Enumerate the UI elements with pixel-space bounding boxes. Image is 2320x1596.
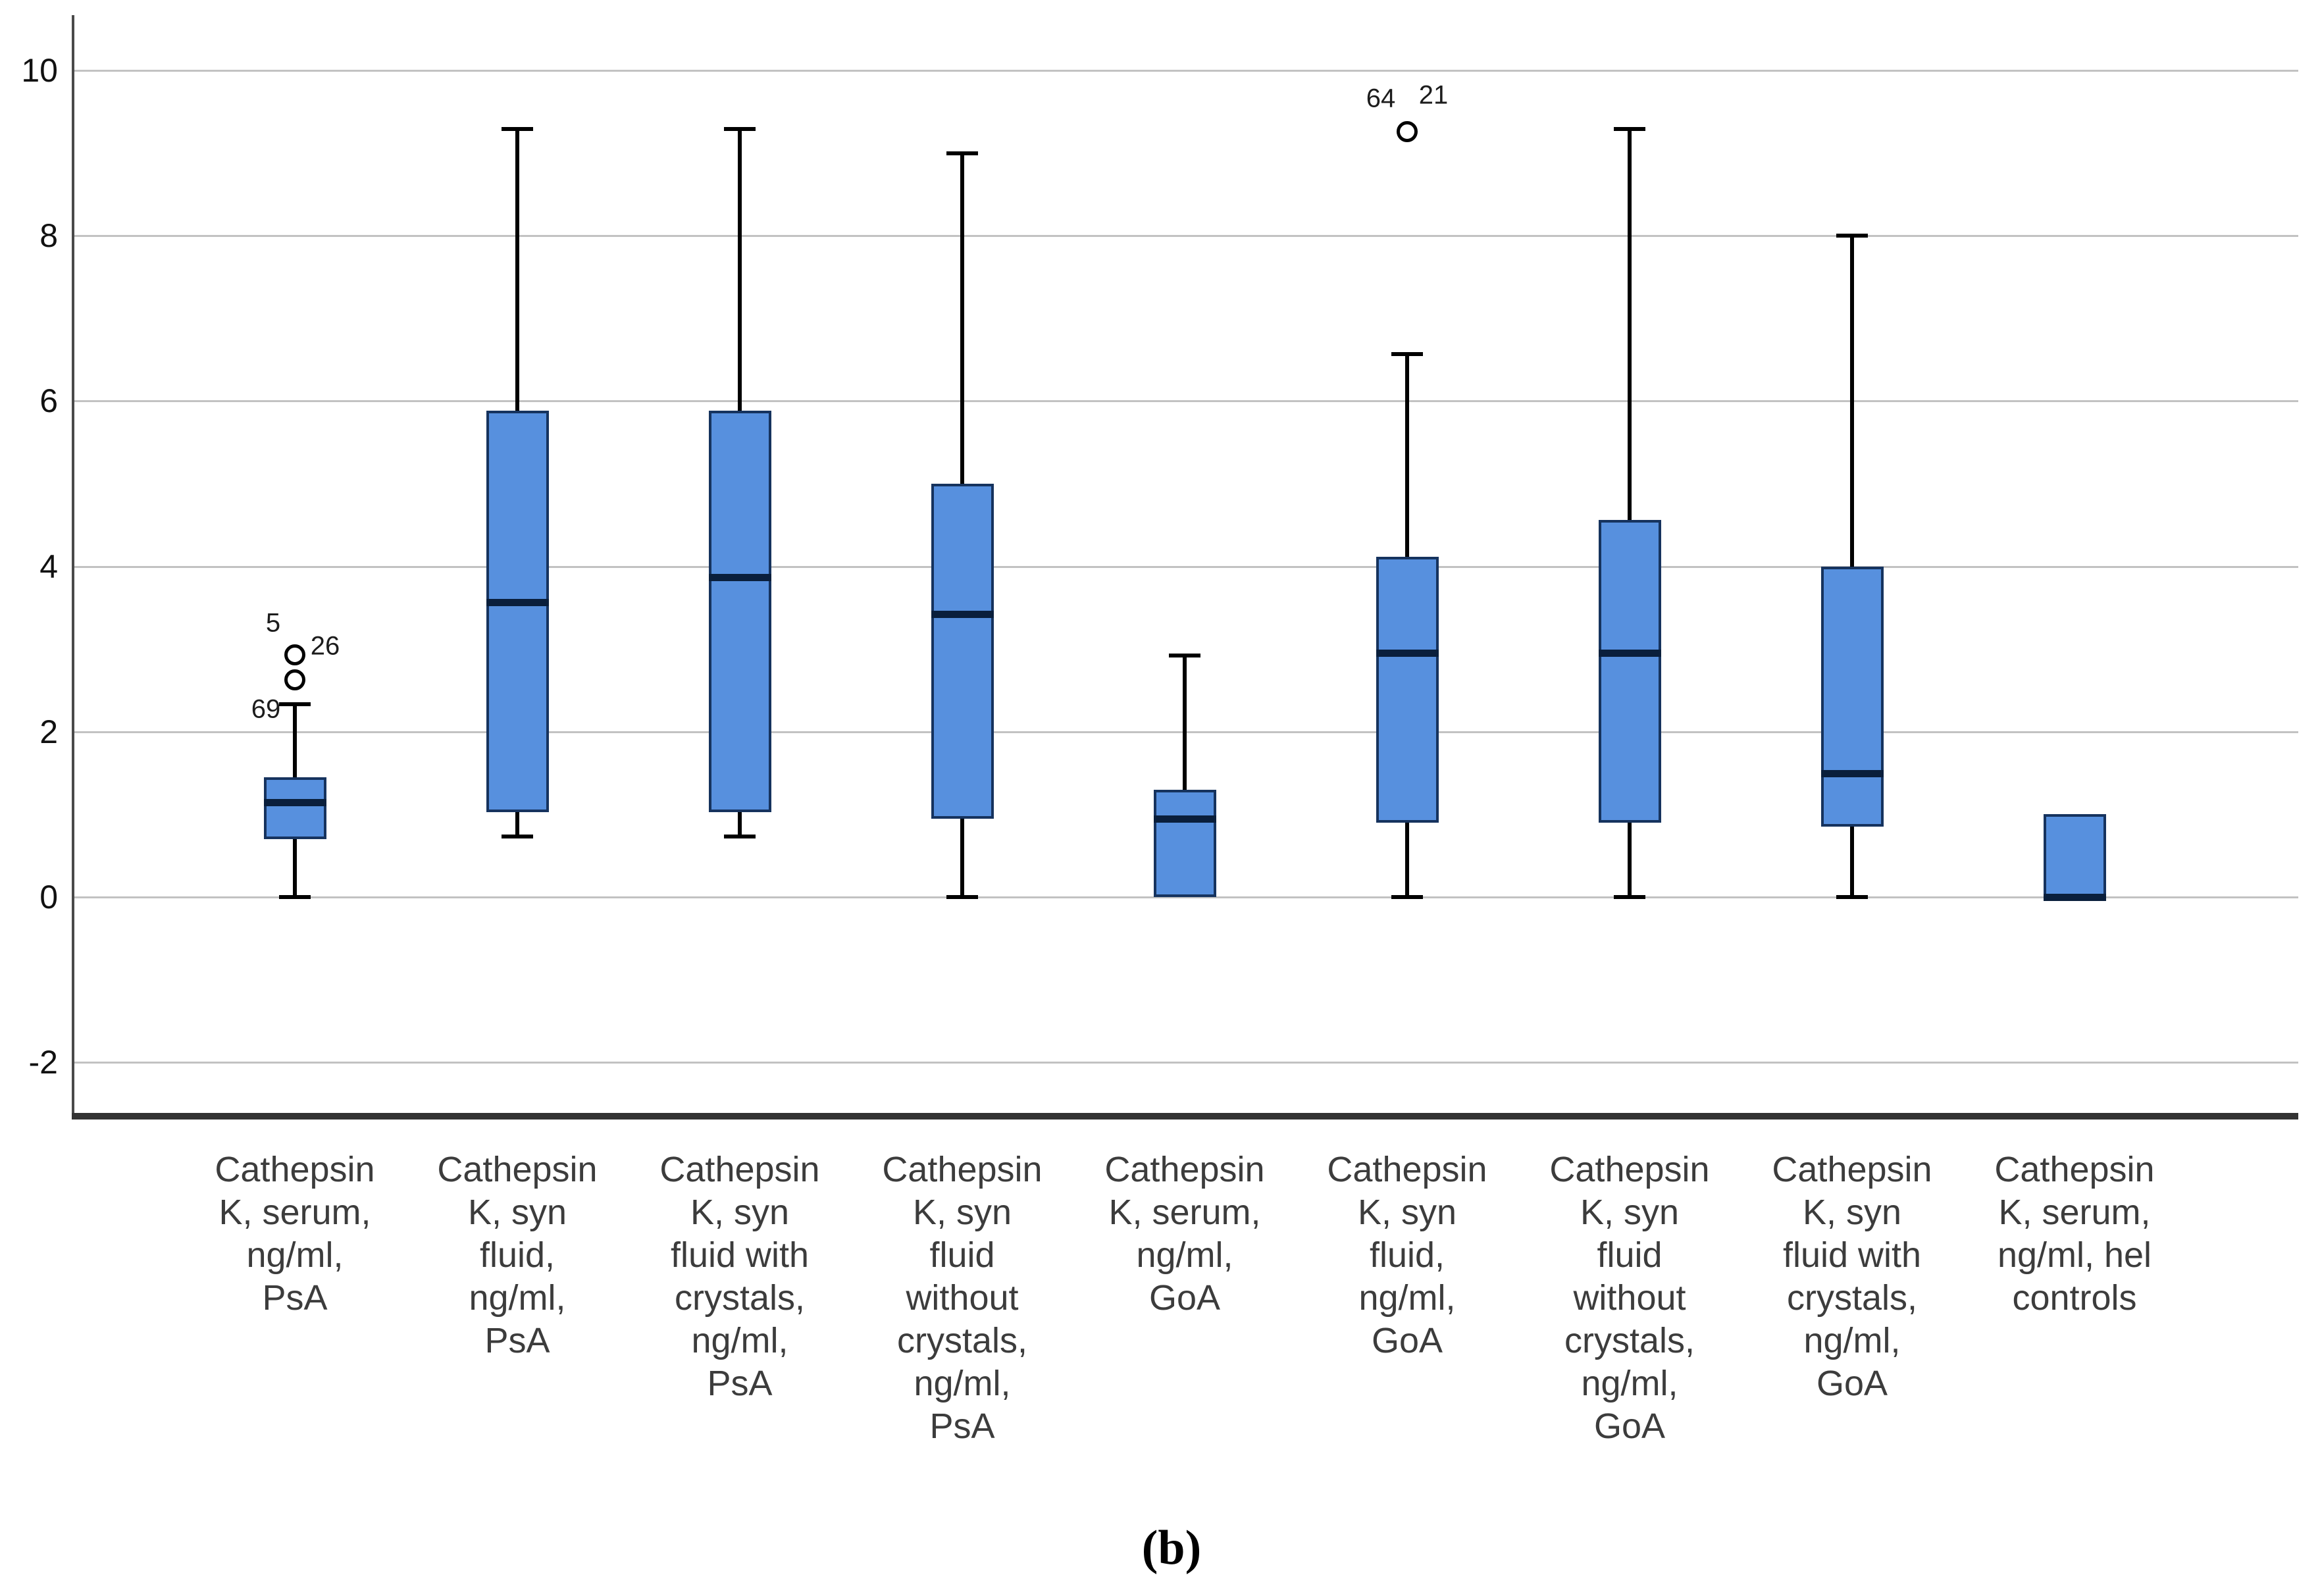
median-line-7 xyxy=(1598,650,1661,657)
x-category-label-2: Cathepsin K, syn fluid, ng/ml, PsA xyxy=(437,1150,598,1360)
gridline-10 xyxy=(72,70,2298,72)
x-category-label-5: Cathepsin K, serum, ng/ml, GoA xyxy=(1104,1150,1265,1318)
box-2 xyxy=(486,411,549,812)
upper-whisker-stem xyxy=(960,153,964,484)
median-line-8 xyxy=(1820,769,1884,777)
x-category-label-8: Cathepsin K, syn fluid with crystals, ng… xyxy=(1772,1150,1932,1403)
gridline--2 xyxy=(72,1062,2298,1064)
box-9 xyxy=(2043,814,2106,897)
y-tick-label-2: 2 xyxy=(39,713,58,750)
upper-whisker-stem xyxy=(515,129,519,411)
outlier-point xyxy=(284,644,305,665)
median-line-3 xyxy=(708,573,771,581)
lower-whisker-cap xyxy=(279,895,311,899)
upper-whisker-stem xyxy=(1183,656,1187,790)
y-tick-label-10: 10 xyxy=(21,52,58,89)
y-axis-line xyxy=(72,15,74,1116)
outlier-case-label: 26 xyxy=(310,631,340,661)
figure-caption: (b) xyxy=(1141,1521,1202,1575)
median-line-2 xyxy=(486,598,549,606)
lower-whisker-stem xyxy=(1405,822,1409,897)
x-axis-line xyxy=(72,1113,2298,1120)
upper-whisker-stem xyxy=(1405,353,1409,557)
lower-whisker-cap xyxy=(1614,895,1645,899)
gridline-8 xyxy=(72,235,2298,238)
x-category-label-1: Cathepsin K, serum, ng/ml, PsA xyxy=(215,1150,375,1318)
upper-whisker-cap xyxy=(1391,351,1423,356)
x-category-label-7: Cathepsin K, syn fluid without crystals,… xyxy=(1549,1150,1710,1446)
lower-whisker-stem xyxy=(960,818,964,897)
gridline-0 xyxy=(72,896,2298,898)
box-1 xyxy=(263,777,326,840)
lower-whisker-stem xyxy=(1628,822,1632,897)
gridline-6 xyxy=(72,400,2298,403)
outlier-case-label: 5 xyxy=(265,608,281,638)
median-line-1 xyxy=(263,798,326,806)
box-7 xyxy=(1598,520,1661,823)
box-4 xyxy=(931,484,994,819)
upper-whisker-stem xyxy=(1628,129,1632,521)
box-3 xyxy=(708,411,771,812)
lower-whisker-stem xyxy=(1850,827,1854,897)
upper-whisker-cap xyxy=(279,702,311,707)
upper-whisker-cap xyxy=(1614,127,1645,132)
x-category-label-6: Cathepsin K, syn fluid, ng/ml, GoA xyxy=(1327,1150,1487,1360)
median-line-9 xyxy=(2043,894,2106,901)
lower-whisker-stem xyxy=(738,811,742,837)
upper-whisker-stem xyxy=(1850,236,1854,567)
outlier-case-label: 64 xyxy=(1366,84,1396,113)
y-tick-label--2: -2 xyxy=(28,1044,58,1081)
lower-whisker-stem xyxy=(515,811,519,837)
median-line-6 xyxy=(1376,650,1439,657)
x-category-label-4: Cathepsin K, syn fluid without crystals,… xyxy=(882,1150,1043,1446)
upper-whisker-stem xyxy=(738,129,742,411)
outlier-point xyxy=(284,669,305,690)
box-5 xyxy=(1153,789,1216,897)
outlier-point xyxy=(1397,120,1418,142)
upper-whisker-cap xyxy=(946,151,978,155)
upper-whisker-stem xyxy=(293,704,297,777)
outlier-case-label: 69 xyxy=(251,694,281,724)
upper-whisker-cap xyxy=(724,127,756,132)
lower-whisker-cap xyxy=(1391,895,1423,899)
x-category-label-9: Cathepsin K, serum, ng/ml, hel controls xyxy=(1994,1150,2155,1318)
upper-whisker-cap xyxy=(1836,234,1868,238)
y-tick-label-0: 0 xyxy=(39,879,58,915)
upper-whisker-cap xyxy=(1169,654,1200,658)
y-tick-label-4: 4 xyxy=(39,548,58,585)
lower-whisker-cap xyxy=(1836,895,1868,899)
y-tick-label-8: 8 xyxy=(39,217,58,255)
y-tick-label-6: 6 xyxy=(39,382,58,420)
upper-whisker-cap xyxy=(502,127,533,132)
median-line-5 xyxy=(1153,815,1216,823)
x-category-label-3: Cathepsin K, syn fluid with crystals, ng… xyxy=(659,1150,820,1403)
outlier-case-label: 21 xyxy=(1418,80,1449,110)
lower-whisker-cap xyxy=(724,835,756,839)
box-8 xyxy=(1820,566,1884,827)
lower-whisker-stem xyxy=(293,839,297,897)
lower-whisker-cap xyxy=(502,835,533,839)
gridline-4 xyxy=(72,565,2298,568)
plot-area: -2 0 2 4 6 8 10 5 26 69 64 21 xyxy=(21,15,2298,1120)
lower-whisker-cap xyxy=(946,895,978,899)
median-line-4 xyxy=(931,611,994,619)
box-6 xyxy=(1376,556,1439,823)
